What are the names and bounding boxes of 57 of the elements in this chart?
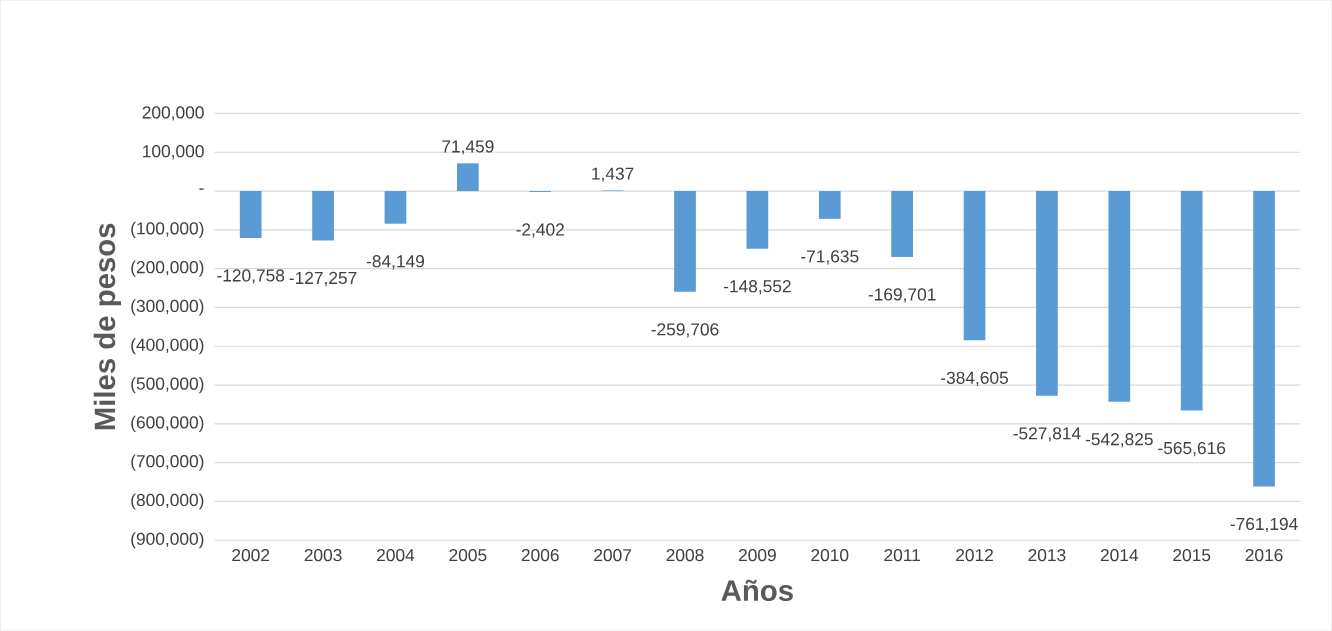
bar — [1108, 191, 1131, 402]
data-label: -120,758 — [217, 269, 285, 284]
data-label: -761,194 — [1230, 517, 1298, 533]
x-axis-title: Años — [721, 579, 793, 602]
x-tick-label: 2013 — [1028, 549, 1066, 562]
y-tick-label: (500,000) — [131, 377, 204, 394]
bar — [1036, 191, 1058, 396]
bar — [384, 191, 407, 224]
x-tick-label: 2007 — [594, 549, 632, 562]
x-tick-label: 2014 — [1100, 549, 1139, 562]
y-tick-label: (600,000) — [131, 415, 204, 433]
bar — [746, 191, 769, 249]
y-tick-label: (100,000) — [131, 221, 204, 239]
y-tick-label: 200,000 — [142, 106, 204, 121]
x-tick-label: 2016 — [1245, 549, 1283, 562]
x-tick-label: 2009 — [738, 549, 776, 562]
x-tick-label: 2015 — [1173, 549, 1211, 562]
data-label: -127,257 — [289, 271, 357, 287]
data-label: -542,825 — [1085, 433, 1153, 448]
data-label: 71,459 — [442, 140, 494, 155]
x-tick-label: 2003 — [304, 549, 342, 562]
data-label: 1,437 — [592, 167, 634, 182]
data-label: -148,552 — [723, 280, 791, 295]
data-label: -71,635 — [801, 250, 859, 265]
y-tick-label: (800,000) — [131, 493, 204, 510]
x-tick-label: 2008 — [666, 549, 704, 562]
x-tick-label: 2004 — [377, 549, 415, 562]
bar — [239, 191, 262, 239]
y-tick-label: (400,000) — [131, 338, 204, 355]
data-label: -384,605 — [941, 371, 1009, 387]
bar — [963, 191, 986, 341]
y-tick-label: (900,000) — [131, 532, 204, 549]
x-tick-label: 2006 — [521, 549, 559, 562]
y-tick-label: - — [199, 188, 204, 190]
bar — [312, 191, 334, 241]
bar — [891, 191, 913, 258]
data-label: -259,706 — [651, 323, 719, 338]
x-tick-label: 2005 — [449, 549, 487, 562]
y-axis-title: Miles de pesos — [93, 223, 122, 430]
data-label: -2,402 — [516, 223, 564, 238]
bar — [1253, 191, 1275, 487]
data-label: -84,149 — [366, 255, 425, 270]
data-label: -169,701 — [868, 288, 936, 303]
y-tick-label: (700,000) — [131, 454, 204, 471]
x-tick-label: 2012 — [956, 549, 993, 562]
y-tick-label: (200,000) — [131, 260, 204, 277]
data-label: -565,616 — [1158, 442, 1226, 457]
data-label: -527,814 — [1013, 427, 1081, 442]
x-tick-label: 2002 — [232, 549, 270, 562]
bar — [818, 191, 841, 219]
y-tick-label: 100,000 — [143, 145, 204, 160]
bar — [1180, 191, 1203, 411]
bar — [456, 163, 479, 192]
bar — [674, 191, 696, 292]
y-tick-label: (300,000) — [131, 299, 204, 316]
x-tick-label: 2011 — [884, 549, 920, 562]
x-tick-label: 2010 — [811, 549, 849, 562]
